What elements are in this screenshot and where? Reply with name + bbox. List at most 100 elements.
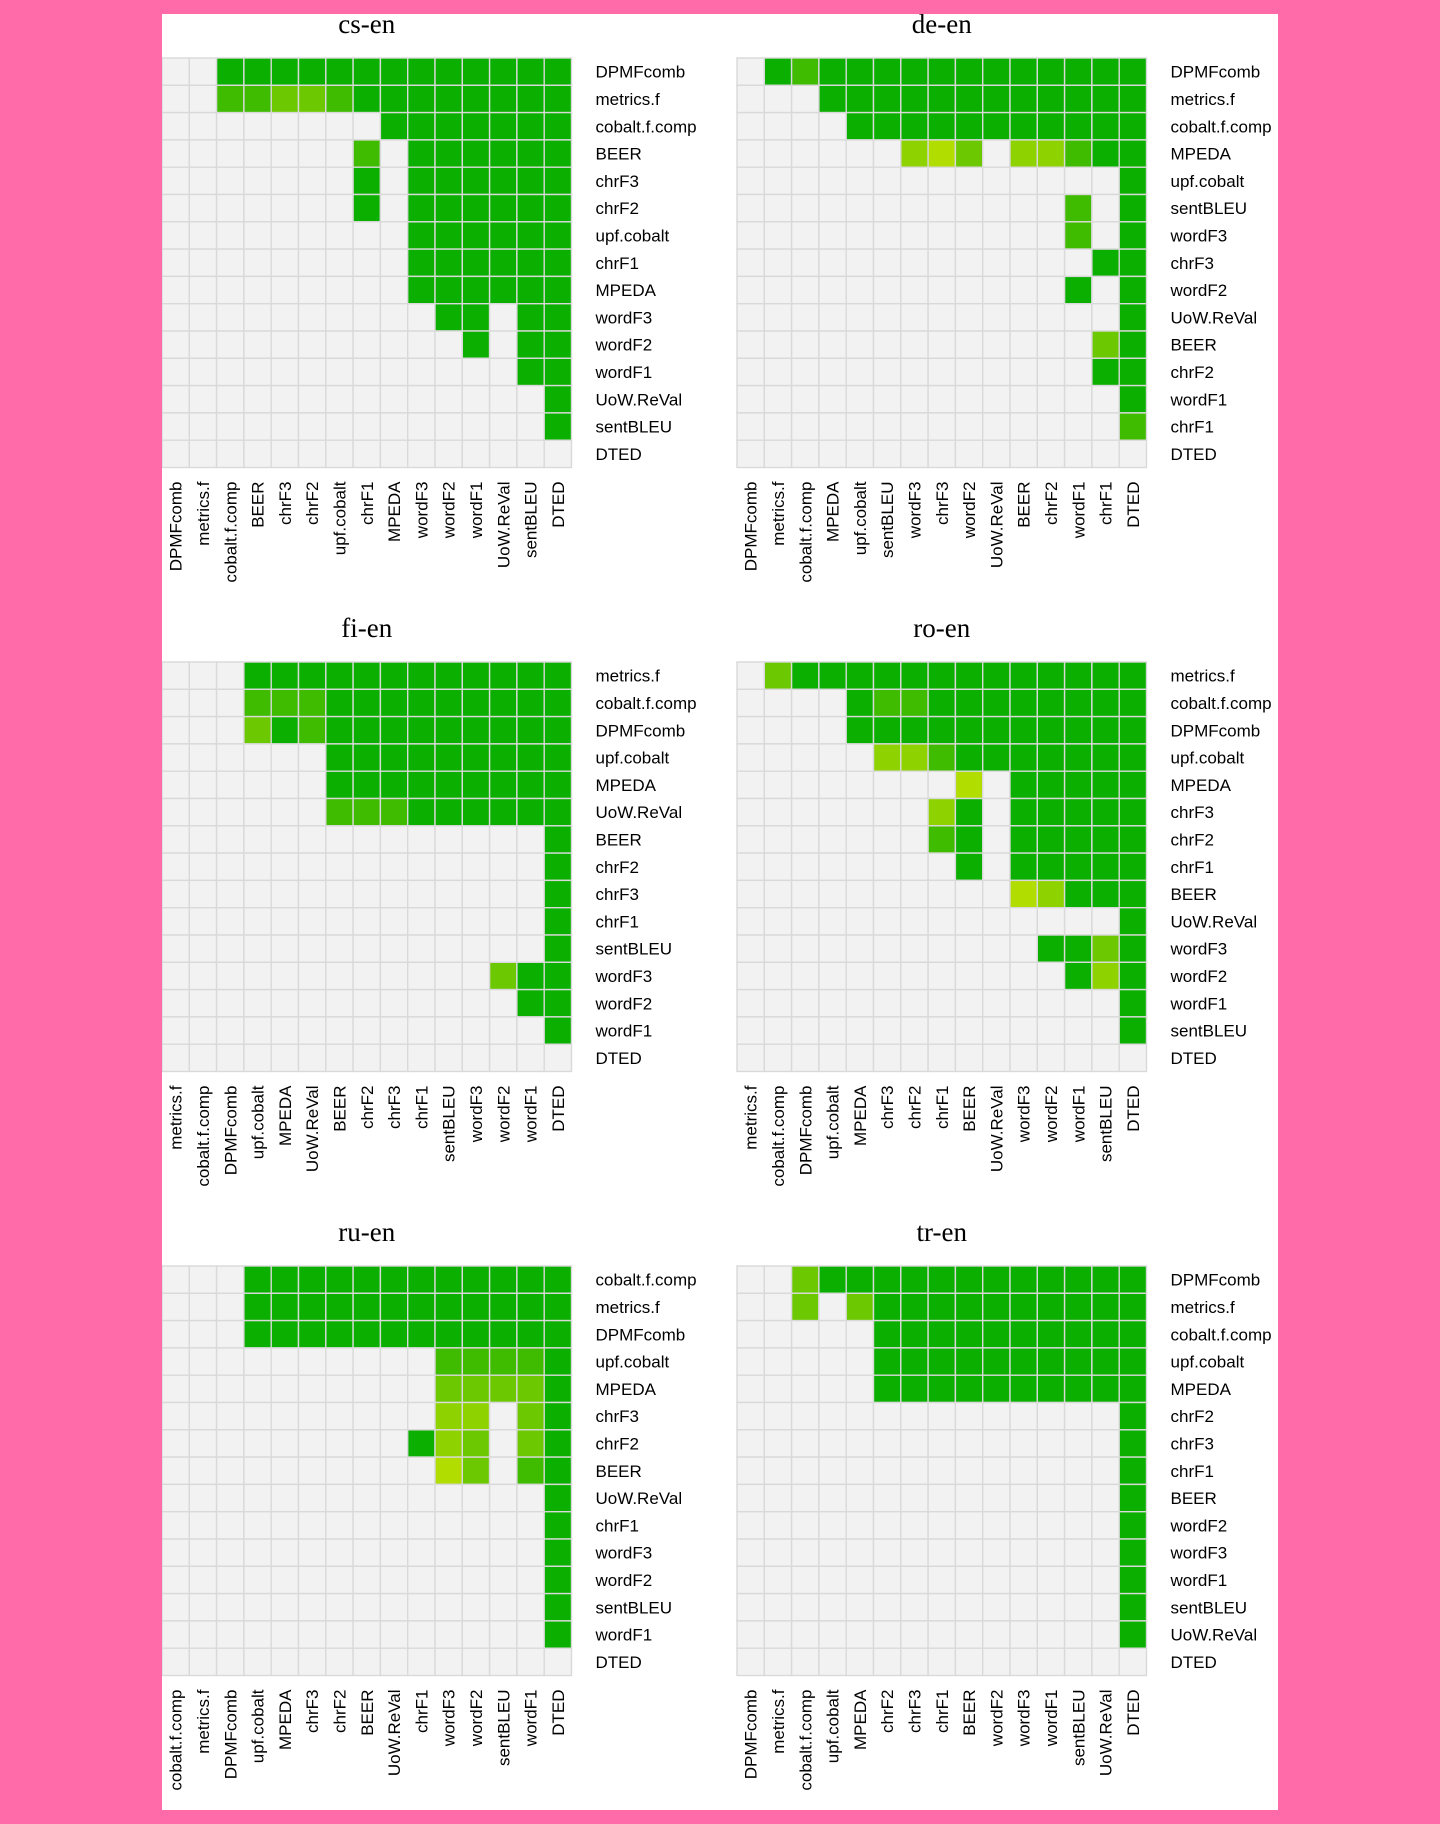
heatmap-cell: [927, 303, 957, 332]
heatmap-cell: [488, 1292, 518, 1322]
heatmap-cell: [352, 907, 382, 936]
panel-title: fi-en: [341, 613, 392, 643]
heatmap-cell: [162, 797, 190, 827]
heatmap-cell: [763, 193, 793, 223]
heatmap-cell: [516, 139, 545, 168]
heatmap-cell: [379, 797, 409, 827]
heatmap-cell: [243, 357, 272, 387]
heatmap-cell: [215, 57, 245, 86]
heatmap-cell: [900, 1319, 929, 1349]
heatmap-cell: [982, 1647, 1011, 1677]
heatmap-cell: [543, 384, 573, 414]
heatmap-cell: [461, 825, 491, 854]
heatmap-cell: [1091, 357, 1120, 387]
heatmap-cell: [297, 1319, 327, 1349]
heatmap-cell: [270, 139, 300, 168]
heatmap-cell: [434, 111, 463, 141]
row-label: UoW.ReVal: [1171, 912, 1258, 931]
heatmap-cell: [488, 1043, 518, 1073]
row-label: DTED: [596, 1049, 642, 1068]
heatmap-cell: [352, 1592, 382, 1622]
heatmap-cell: [1063, 139, 1093, 168]
heatmap-cell: [461, 1429, 491, 1458]
heatmap-cell: [763, 1043, 793, 1073]
heatmap-cell: [845, 57, 875, 86]
heatmap-cell: [406, 1510, 436, 1540]
heatmap-cell: [243, 1265, 272, 1294]
heatmap-cell: [488, 57, 518, 86]
heatmap-cell: [461, 193, 491, 223]
heatmap-cell: [543, 1510, 573, 1540]
heatmap-cell: [954, 961, 984, 991]
heatmap-cell: [516, 1538, 545, 1567]
heatmap-cell: [543, 934, 573, 963]
col-label: BEER: [330, 1086, 349, 1132]
heatmap-cell: [162, 715, 190, 745]
heatmap-cell: [1091, 1538, 1120, 1567]
heatmap-cell: [270, 988, 300, 1018]
heatmap-cell: [818, 961, 847, 991]
heatmap-cell: [270, 661, 300, 690]
heatmap-cell: [352, 1538, 382, 1567]
heatmap-cell: [845, 1374, 875, 1404]
row-label: DPMFcomb: [1171, 721, 1261, 740]
heatmap-cell: [736, 439, 765, 469]
heatmap-cell: [845, 357, 875, 387]
heatmap-cell: [1036, 275, 1066, 305]
heatmap-cell: [1063, 934, 1093, 963]
heatmap-cell: [379, 879, 409, 909]
heatmap-cell: [927, 797, 957, 827]
heatmap-cell: [543, 1347, 573, 1376]
heatmap-cell: [406, 303, 436, 332]
heatmap-cell: [488, 1538, 518, 1567]
heatmap-cell: [1063, 825, 1093, 854]
heatmap-cell: [297, 1620, 327, 1649]
heatmap-cell: [270, 193, 300, 223]
heatmap-cell: [434, 139, 463, 168]
heatmap-cell: [352, 111, 382, 141]
heatmap-cell: [982, 412, 1011, 441]
heatmap-cell: [900, 248, 929, 278]
row-label: sentBLEU: [1171, 199, 1248, 218]
heatmap-cell: [790, 330, 820, 359]
heatmap-cell: [1036, 1510, 1066, 1540]
heatmap-cell: [516, 303, 545, 332]
heatmap-cell: [215, 743, 245, 772]
heatmap-cell: [406, 1647, 436, 1677]
heatmap-cell: [543, 961, 573, 991]
heatmap-cell: [845, 1319, 875, 1349]
row-label: upf.cobalt: [596, 749, 670, 768]
heatmap-cell: [818, 1319, 847, 1349]
heatmap-cell: [900, 384, 929, 414]
heatmap-cell: [900, 825, 929, 854]
heatmap-cell: [243, 1043, 272, 1073]
heatmap-cell: [162, 166, 190, 196]
heatmap-cell: [982, 688, 1011, 718]
heatmap-cell: [406, 1292, 436, 1322]
heatmap-cell: [352, 384, 382, 414]
heatmap-cell: [379, 961, 409, 991]
heatmap-cell: [1063, 1647, 1093, 1677]
heatmap-cell: [1118, 84, 1148, 114]
heatmap-cell: [270, 1319, 300, 1349]
heatmap-cell: [872, 1016, 902, 1045]
heatmap-cell: [543, 275, 573, 305]
heatmap-cell: [215, 1483, 245, 1513]
heatmap-cell: [763, 1592, 793, 1622]
heatmap-cell: [763, 770, 793, 800]
heatmap-cell: [1118, 193, 1148, 223]
heatmap-cell: [215, 770, 245, 800]
heatmap-cell: [379, 275, 409, 305]
heatmap-cell: [1118, 1510, 1148, 1540]
heatmap-cell: [1091, 1592, 1120, 1622]
heatmap-cell: [1036, 57, 1066, 86]
heatmap-cell: [162, 1647, 190, 1677]
heatmap-cell: [790, 907, 820, 936]
heatmap-cell: [325, 166, 354, 196]
heatmap-cell: [1009, 797, 1038, 827]
heatmap-cell: [1036, 961, 1066, 991]
heatmap-cell: [270, 439, 300, 469]
col-label: DTED: [549, 1690, 568, 1736]
heatmap-cell: [872, 330, 902, 359]
heatmap-cell: [818, 1565, 847, 1595]
